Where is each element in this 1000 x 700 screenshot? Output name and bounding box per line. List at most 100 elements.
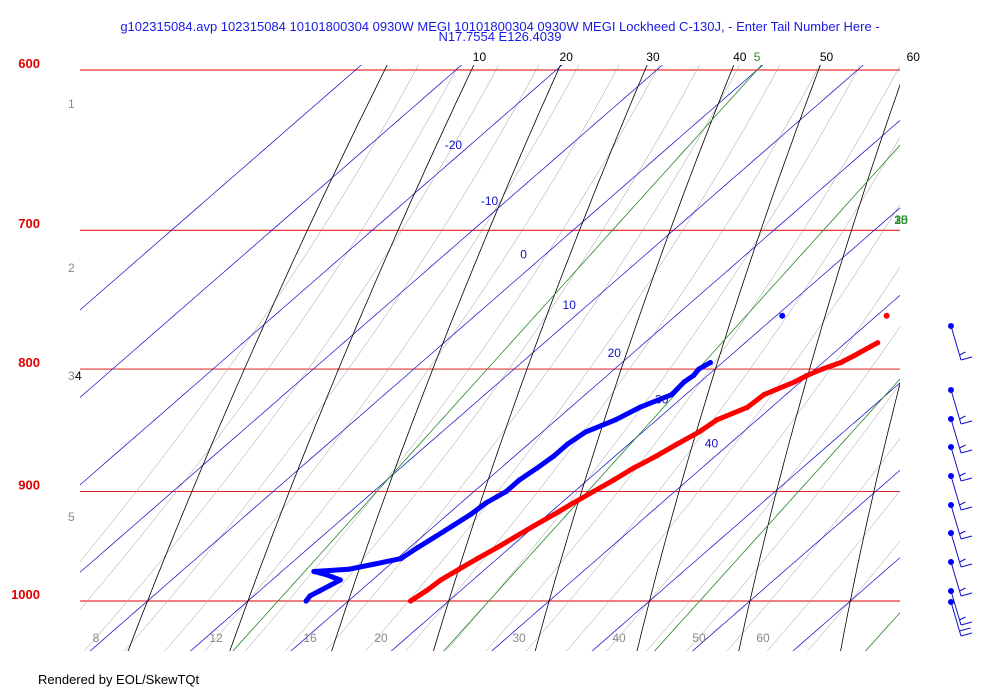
wind-barb-staff [950,504,962,540]
temperature-point [551,511,557,517]
temperature-point [674,441,680,447]
sounding-series [303,312,890,604]
wind-barb-staff [950,446,962,482]
isotherm-line [189,65,864,651]
dewpoint-point [327,582,333,588]
dry-adiabat-line [127,65,388,651]
moist-adiabat-line [646,326,900,651]
wind-barb-flag [959,530,966,535]
pressure-label-1000: 1000 [11,587,40,602]
temperature-trace [409,340,879,604]
dewpoint-point [564,441,571,447]
dry-adiabat-label-60: 60 [907,50,921,64]
mixing-ratio-label-5: 5 [754,50,761,64]
mixing-ratio-label-10: 10 [894,213,908,227]
dewpoint-point [372,561,378,567]
temperature-point [494,545,500,551]
dewpoint-point [612,417,619,423]
temperature-point [875,340,881,346]
wind-barb-flag [960,449,973,454]
dewpoint-point [345,566,352,572]
temperature-point [850,353,857,359]
wind-barb-flag [959,351,966,356]
moist-adiabat-line [80,65,459,610]
dewpoint-point [690,372,697,379]
moist-adiabat-line [244,65,660,651]
temperature-point [883,312,890,319]
isotherm-label-30: 30 [655,392,669,406]
wind-barb-flag [960,506,973,511]
dewpoint-point [303,598,309,604]
dewpoint-point [534,465,540,471]
chart-title-line1: g102315084.avp 102315084 10101800304 093… [120,19,879,34]
height-label-3: 3 [68,369,75,383]
wind-barb-flag [959,587,966,592]
isotherm-label-0: 0 [520,247,527,261]
moist-adiabat-line [405,65,821,651]
dewpoint-point [323,572,329,578]
dewpoint-point [551,453,557,459]
moist-adiabat-line [325,65,740,651]
moist-adiabat-line [565,203,900,651]
temperature-point [570,500,576,506]
dry-adiabat-label-40: 40 [733,50,747,64]
mixing-ratio-line [653,378,900,651]
wind-barb-staff [950,601,962,637]
wind-barb-staff [950,590,962,626]
renderer-credit: Rendered by EOL/SkewTQt [38,672,200,687]
temperature-point [819,366,826,372]
temperature-point [456,566,462,572]
temp-axis-label-20: 20 [374,631,388,645]
moist-adiabat-line [84,65,499,651]
isotherm-label--20: -20 [445,138,463,152]
dry-adiabat-label-30: 30 [646,50,660,64]
dewpoint-point [398,555,404,562]
dry-adiabat-line [331,65,561,651]
moist-adiabat-line [766,490,900,651]
dewpoint-point [779,312,786,319]
height-label-2: 2 [68,261,75,275]
isotherm-line [80,65,463,398]
temperature-point [512,534,519,540]
moist-adiabat-line [80,65,419,562]
mixing-ratio-line [232,65,763,651]
dewpoint-point [503,488,509,495]
temperature-point [531,522,537,529]
dewpoint-point [483,500,489,506]
dry-adiabat-label-50: 50 [820,50,834,64]
dry-adiabat-line [840,382,900,651]
temp-axis-label-40: 40 [612,631,626,645]
isotherm-line [491,294,900,651]
temperature-point [438,577,444,583]
isobars [80,69,900,602]
pressure-label-600: 600 [18,56,40,71]
dry-adiabat-line [229,65,475,651]
dewpoint-point [432,534,438,540]
dewpoint-point [450,522,456,529]
dewpoint-point [516,477,523,483]
isotherms [80,65,900,651]
temperature-point [838,359,844,366]
wind-barb-flag [960,477,973,482]
mixing-ratio-label-15: 15 [894,213,908,227]
temperature-point [761,392,767,398]
wind-barb-flag [959,415,966,420]
wind-barb-flag [959,616,966,621]
dewpoint-point [468,511,474,517]
dewpoint-point [337,577,343,583]
temp-axis-label-16: 16 [303,631,317,645]
wind-barb-flag [960,356,973,361]
mixing-ratio-label-30: 30 [894,213,908,227]
wind-barb-staff [950,532,962,568]
isotherm-label--10: -10 [481,194,499,208]
moist-adiabat-line [124,65,540,651]
dewpoint-point [311,568,317,575]
dry-adiabats [127,65,900,651]
temp-axis-label-12: 12 [209,631,223,645]
dewpoint-point [414,545,421,551]
moist-adiabats [80,65,900,651]
moist-adiabat-line [606,266,900,651]
wind-barb-flag [959,501,966,506]
